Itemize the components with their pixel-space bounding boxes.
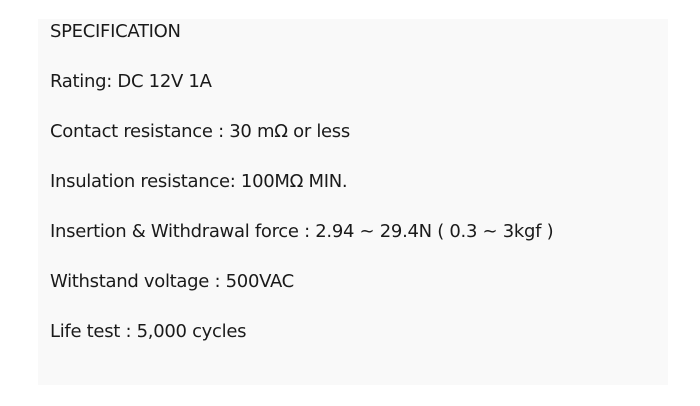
spec-insulation-resistance: Insulation resistance: 100MΩ MIN. xyxy=(50,171,348,192)
spec-life-test: Life test : 5,000 cycles xyxy=(50,321,247,342)
spec-rating: Rating: DC 12V 1A xyxy=(50,71,212,92)
spec-title: SPECIFICATION xyxy=(50,21,181,42)
spec-withstand-voltage: Withstand voltage : 500VAC xyxy=(50,271,294,292)
specification-panel: SPECIFICATION Rating: DC 12V 1A Contact … xyxy=(38,19,668,385)
spec-contact-resistance: Contact resistance : 30 mΩ or less xyxy=(50,121,350,142)
spec-insertion-force: Insertion & Withdrawal force : 2.94 ~ 29… xyxy=(50,221,554,242)
